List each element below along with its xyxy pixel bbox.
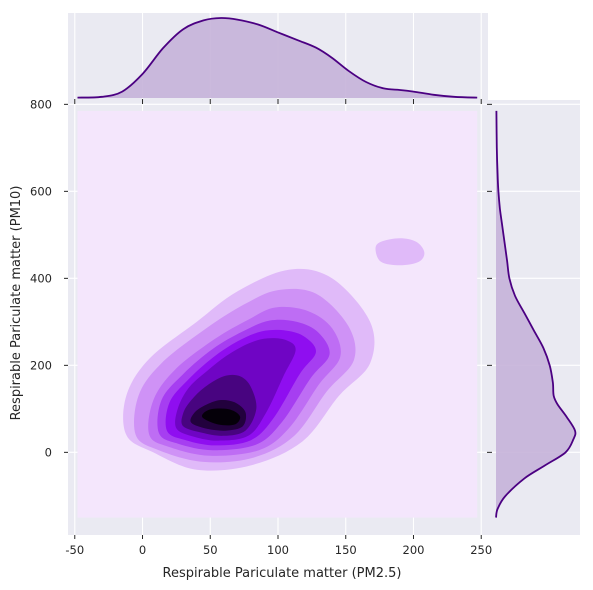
x-tick-label: 200 xyxy=(403,543,425,557)
marginal-y-kde-line xyxy=(495,110,577,518)
x-tick-label: 250 xyxy=(470,543,492,557)
y-tick-label: 400 xyxy=(30,271,52,285)
joint-kde-contours xyxy=(77,110,478,518)
axis-ticks: -50 0 50 100 150 200 250 0 200 400 600 800 xyxy=(30,97,492,557)
x-tick-label: 150 xyxy=(335,543,357,557)
kde-contour-level-9 xyxy=(201,408,241,426)
x-tick-label: -50 xyxy=(65,543,84,557)
marginal-y-kde xyxy=(495,110,577,518)
marginal-y-kde-fill xyxy=(496,110,576,518)
x-tick-label: 50 xyxy=(203,543,218,557)
marginal-x-kde xyxy=(77,17,478,99)
marginal-x-kde-line xyxy=(77,17,478,99)
kde-contour-level-1 xyxy=(375,238,425,266)
x-tick-label: 0 xyxy=(139,543,146,557)
x-axis-label: Respirable Pariculate matter (PM2.5) xyxy=(163,566,402,581)
y-tick-label: 0 xyxy=(45,445,52,459)
x-tick-label: 100 xyxy=(267,543,289,557)
y-tick-label: 600 xyxy=(30,184,52,198)
y-axis-label: Respirable Pariculate matter (PM10) xyxy=(9,186,24,421)
y-tick-label: 200 xyxy=(30,358,52,372)
marginal-x-kde-fill xyxy=(77,17,478,98)
y-tick-label: 800 xyxy=(30,97,52,111)
